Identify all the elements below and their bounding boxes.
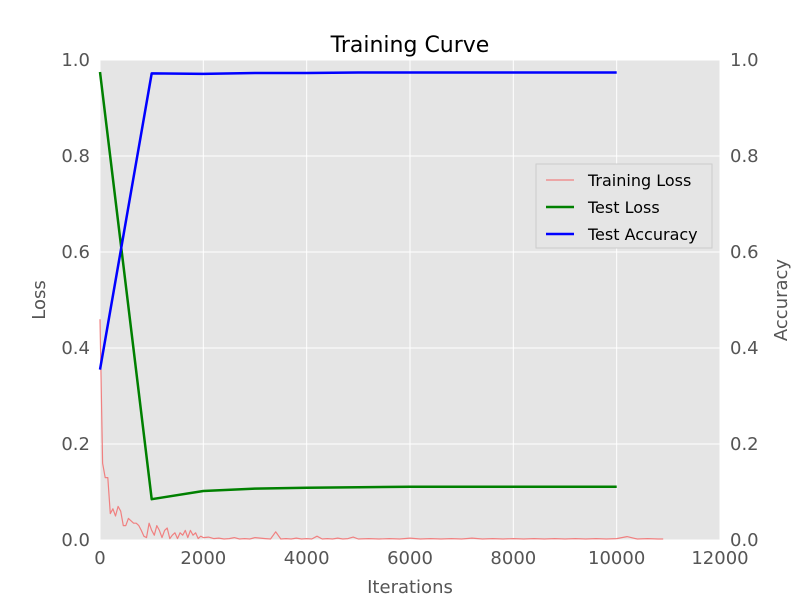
y2-tick-label: 0.8 [730, 146, 759, 167]
x-tick-label: 6000 [387, 548, 433, 569]
y-tick-label: 0.2 [61, 434, 90, 455]
x-tick-label: 2000 [180, 548, 226, 569]
legend: Training Loss Test Loss Test Accuracy [535, 163, 713, 249]
x-axis-label: Iterations [367, 577, 453, 598]
grid [99, 59, 721, 541]
y2-tick-label: 0.2 [730, 434, 759, 455]
series-line-training-loss [99, 319, 664, 540]
x-tick-label: 12000 [691, 548, 748, 569]
x-tick-label: 4000 [284, 548, 330, 569]
y-axis-label: Loss [29, 280, 50, 319]
series-line-test-loss [98, 71, 617, 501]
series-line-test-accuracy [98, 71, 617, 370]
x-tick-label: 10000 [588, 548, 645, 569]
legend-label: Training Loss [587, 171, 691, 190]
y2-tick-label: 0.0 [730, 530, 759, 551]
legend-label: Test Accuracy [587, 225, 698, 244]
y2-tick-label: 0.6 [730, 242, 759, 263]
y2-tick-label: 1.0 [730, 50, 759, 71]
y2-axis-label: Accuracy [771, 259, 792, 342]
y-tick-label: 0.4 [61, 338, 90, 359]
y-tick-label: 0.8 [61, 146, 90, 167]
y-tick-label: 0.6 [61, 242, 90, 263]
y-tick-label: 1.0 [61, 50, 90, 71]
y-tick-label: 0.0 [61, 530, 90, 551]
x-tick-label: 8000 [490, 548, 536, 569]
ticks: 0 2000 4000 6000 8000 10000 120000.00.20.40.60… [61, 50, 758, 569]
y2-tick-label: 0.4 [730, 338, 759, 359]
x-tick-label: 0 [94, 548, 105, 569]
series-layer [98, 71, 664, 540]
chart-title: Training Curve [330, 33, 490, 58]
legend-label: Test Loss [587, 198, 660, 217]
